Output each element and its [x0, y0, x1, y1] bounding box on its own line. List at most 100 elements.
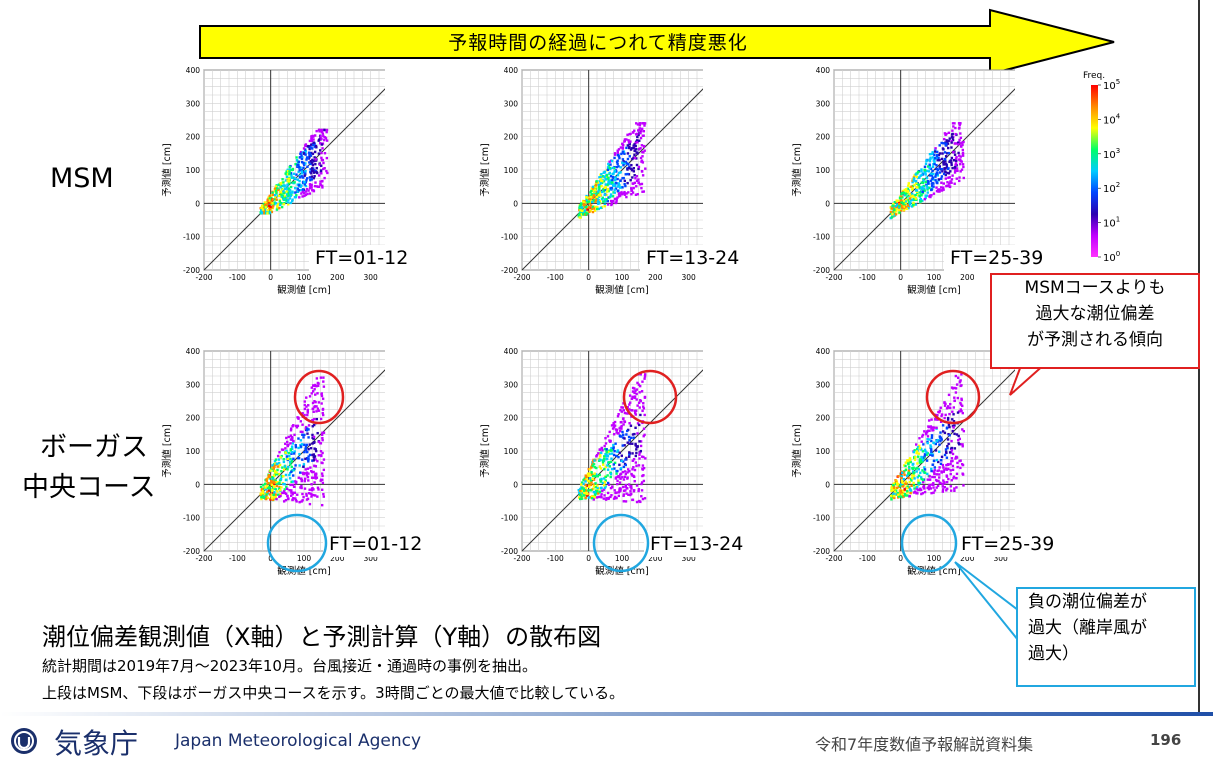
density-cell — [300, 188, 303, 192]
density-cell — [633, 409, 637, 413]
density-cell — [959, 162, 962, 166]
density-cell — [620, 459, 623, 463]
density-cell — [603, 477, 606, 480]
density-cell — [579, 204, 582, 207]
density-cell — [933, 153, 936, 157]
density-cell — [641, 464, 645, 467]
density-cell — [325, 139, 329, 142]
density-cell — [611, 176, 615, 179]
density-cell — [936, 174, 940, 177]
density-cell — [901, 483, 905, 486]
callout-blue: 負の潮位偏差が 過大（離岸風が 過大） — [1016, 587, 1196, 687]
density-cell — [597, 452, 600, 455]
density-cell — [915, 447, 919, 451]
density-cell — [312, 135, 315, 138]
density-cell — [623, 182, 626, 186]
density-cell — [607, 189, 610, 193]
density-cell — [270, 483, 274, 487]
density-cell — [300, 175, 303, 178]
density-cell — [917, 183, 921, 187]
density-cell — [925, 432, 928, 436]
density-cell — [286, 465, 290, 469]
density-cell — [604, 437, 607, 440]
density-cell — [643, 377, 646, 380]
density-cell — [958, 179, 961, 183]
density-cell — [615, 472, 618, 475]
y-tick-label: -100 — [813, 514, 830, 523]
density-cell — [959, 408, 963, 411]
density-cell — [947, 167, 950, 170]
density-cell — [613, 420, 617, 424]
density-cell — [951, 459, 954, 463]
density-cell — [321, 158, 325, 162]
density-cell — [317, 128, 321, 132]
density-cell — [900, 490, 904, 494]
density-cell — [638, 453, 641, 456]
density-cell — [592, 496, 596, 500]
density-cell — [605, 457, 609, 461]
density-cell — [943, 431, 947, 435]
density-cell — [322, 458, 326, 461]
density-cell — [617, 494, 621, 498]
callout-blue-line: 過大（離岸風が — [1028, 618, 1147, 638]
density-cell — [945, 165, 949, 169]
density-cell — [313, 156, 316, 159]
density-cell — [949, 472, 952, 476]
density-cell — [593, 472, 596, 475]
density-cell — [912, 481, 915, 485]
density-cell — [613, 489, 616, 492]
density-cell — [945, 139, 948, 142]
density-cell — [270, 206, 274, 209]
density-cell — [919, 197, 922, 201]
density-cell — [301, 492, 304, 496]
density-cell — [290, 480, 293, 484]
density-cell — [619, 408, 622, 412]
density-cell — [622, 192, 626, 195]
density-cell — [288, 191, 292, 195]
density-cell — [909, 477, 913, 481]
density-cell — [919, 174, 922, 177]
density-cell — [931, 169, 934, 173]
y-tick-label: 300 — [816, 99, 831, 108]
density-cell — [953, 386, 956, 390]
density-cell — [608, 160, 611, 163]
density-cell — [602, 484, 606, 487]
density-cell — [300, 486, 303, 490]
density-cell — [634, 426, 637, 430]
density-cell — [304, 445, 308, 448]
density-cell — [946, 184, 949, 187]
density-cell — [582, 491, 586, 494]
scatter-panel-msm-ft25-39: -200-10001002003004004003002001000-100-2… — [791, 66, 1015, 296]
density-cell — [917, 452, 921, 455]
density-cell — [274, 187, 277, 190]
density-cell — [925, 176, 929, 179]
density-cell — [630, 168, 634, 172]
density-cell — [635, 174, 639, 178]
density-cell — [933, 489, 937, 492]
density-cell — [596, 207, 599, 211]
density-cell — [940, 181, 943, 184]
density-cell — [931, 454, 934, 457]
density-cell — [904, 200, 907, 203]
density-cell — [291, 436, 294, 439]
density-cell — [637, 464, 641, 467]
density-cell — [320, 454, 323, 457]
density-cell — [956, 169, 959, 173]
density-cell — [923, 448, 927, 451]
density-cell — [940, 189, 943, 192]
density-cell — [598, 199, 602, 203]
density-cell — [608, 166, 611, 170]
density-cell — [953, 432, 956, 436]
density-cell — [938, 188, 941, 191]
density-cell — [905, 188, 908, 191]
density-cell — [628, 422, 631, 425]
density-cell — [626, 468, 630, 471]
y-tick-label: -100 — [501, 233, 518, 242]
density-cell — [578, 207, 582, 210]
density-cell — [583, 209, 587, 212]
density-cell — [606, 481, 610, 485]
density-cell — [320, 478, 323, 481]
density-cell — [941, 485, 944, 488]
colorbar-exponent: 3 — [1116, 147, 1120, 155]
density-cell — [643, 413, 646, 417]
